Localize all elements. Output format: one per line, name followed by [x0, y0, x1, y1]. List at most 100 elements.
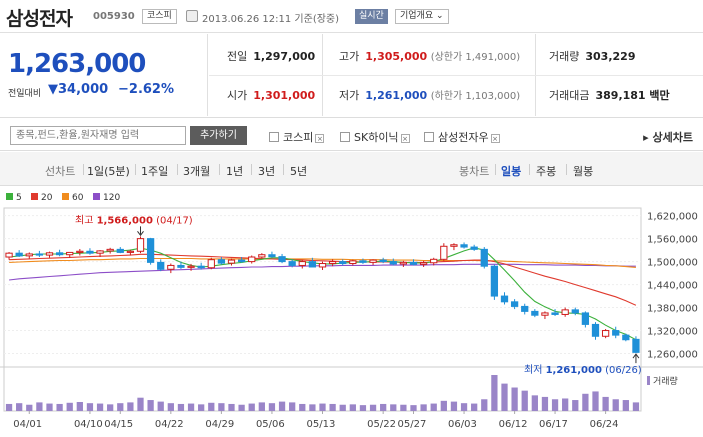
prev-close: 전일 1,297,000: [227, 48, 315, 64]
compare-label: 삼성전자우: [438, 131, 489, 144]
volume-bar: [602, 396, 609, 411]
volume-bar: [612, 399, 619, 411]
volume-bar: [117, 403, 124, 411]
high-value: 1,305,000: [365, 50, 428, 63]
detail-chart-link[interactable]: ▸ 상세차트: [643, 131, 693, 144]
divider: [177, 164, 178, 175]
y-tick-label: 1,500,000: [647, 258, 698, 269]
candle-body: [409, 261, 418, 265]
volume-bar: [582, 393, 589, 411]
candle-body: [116, 248, 124, 253]
candle-body: [561, 309, 569, 315]
candle-body: [349, 260, 357, 265]
candle-body: [440, 245, 448, 260]
checkbox[interactable]: [269, 132, 279, 142]
open-price: 시가 1,301,000: [227, 87, 315, 103]
candle-body: [217, 259, 226, 264]
high-annotation: 최고 1,566,000 (04/17): [75, 214, 193, 226]
tab-weekly[interactable]: 주봉: [536, 165, 557, 178]
candle-body: [632, 338, 640, 353]
price-panel: 1,263,000 전일대비 ▼34,000 −2.62%: [0, 34, 208, 116]
candle-body: [601, 330, 610, 337]
candle-body: [430, 258, 438, 264]
candle-body: [308, 261, 317, 268]
search-input[interactable]: [10, 126, 186, 145]
volume-bar: [359, 405, 367, 411]
volume-bar: [501, 383, 508, 411]
candle-body: [278, 256, 286, 263]
volume-bar: [400, 404, 407, 411]
tab-3month[interactable]: 3개월: [183, 165, 211, 178]
company-info-button[interactable]: 기업개요 ⌄: [395, 9, 449, 24]
y-tick-label: 1,260,000: [647, 350, 698, 361]
realtime-button[interactable]: 실시간: [355, 9, 388, 24]
chevron-down-icon: ⌄: [433, 11, 444, 21]
candle-body: [227, 259, 236, 264]
candle-body: [450, 244, 458, 247]
divider: [135, 164, 136, 175]
compare-skhynix[interactable]: SK하이닉 ×: [340, 129, 410, 145]
x-tick-label: 04/15: [104, 419, 133, 430]
y-tick-label: 1,620,000: [647, 212, 698, 223]
volume-bar: [187, 403, 195, 411]
high-price: 고가 1,305,000 (상한가 1,491,000): [339, 48, 520, 64]
candle-body: [328, 261, 337, 265]
candle-body: [399, 261, 408, 265]
compare-kospi[interactable]: 코스피 ×: [269, 129, 325, 145]
candle-body: [581, 312, 590, 325]
low-value: 1,261,000: [365, 89, 428, 102]
candle-body: [510, 301, 519, 307]
divider: [209, 75, 703, 76]
remove-icon[interactable]: ×: [315, 134, 325, 143]
legend-ma60: 60: [62, 193, 83, 203]
x-tick-label: 05/06: [256, 419, 285, 430]
line-chart-label: 선차트: [45, 165, 76, 178]
volume-bar: [491, 375, 498, 411]
volume-bar: [410, 405, 417, 411]
candle-body: [177, 264, 185, 268]
add-button[interactable]: 추가하기: [190, 126, 247, 145]
candle-body: [389, 261, 397, 265]
stats-panel: 전일 1,297,000 고가 1,305,000 (상한가 1,491,000) …: [209, 34, 703, 116]
tab-1day[interactable]: 1일(5분): [87, 165, 130, 178]
volume-bar: [562, 398, 569, 411]
volume-bar: [572, 400, 579, 411]
candle-body: [258, 254, 266, 258]
checkbox[interactable]: [424, 132, 434, 142]
timestamp: 2013.06.26 12:11 기준(장중): [202, 14, 340, 25]
volume-bar: [481, 399, 488, 411]
tab-1week[interactable]: 1주일: [141, 165, 169, 178]
remove-icon[interactable]: ×: [490, 134, 500, 143]
amount-label: 거래대금: [549, 89, 590, 102]
tab-3year[interactable]: 3년: [258, 165, 276, 178]
compare-samsung-pref[interactable]: 삼성전자우 ×: [424, 129, 500, 145]
volume-bar: [26, 404, 33, 411]
tab-1year[interactable]: 1년: [226, 165, 244, 178]
remove-icon[interactable]: ×: [400, 134, 410, 143]
volume-bar: [541, 396, 549, 411]
candle-body: [66, 251, 74, 256]
volume-bar: [76, 402, 83, 411]
candle-body: [551, 312, 559, 315]
candle-body: [521, 305, 529, 312]
volume-bar: [278, 401, 286, 411]
document-icon[interactable]: [186, 10, 198, 22]
candle-body: [298, 261, 306, 266]
compare-bar: 추가하기 코스피× SK하이닉× 삼성전자우× ▸ 상세차트: [0, 117, 703, 151]
y-tick-label: 1,560,000: [647, 235, 698, 246]
change-label: 전일대비: [8, 89, 42, 99]
tab-daily[interactable]: 일봉: [501, 165, 522, 178]
candle-body: [237, 259, 246, 263]
volume-bar: [521, 390, 528, 411]
candle-body: [106, 248, 114, 252]
volume-bar: [349, 404, 356, 411]
tab-5year[interactable]: 5년: [290, 165, 308, 178]
price-chart[interactable]: 1,620,000 1,560,000 1,500,000 1,440,000 1,38…: [0, 205, 703, 437]
volume-bar: [551, 399, 559, 411]
candle-body: [288, 261, 296, 266]
low-label: 저가: [339, 89, 360, 102]
checkbox[interactable]: [340, 132, 350, 142]
tab-monthly[interactable]: 월봉: [573, 165, 594, 178]
down-arrow-icon: ▼: [48, 82, 58, 97]
candle-body: [96, 250, 104, 254]
